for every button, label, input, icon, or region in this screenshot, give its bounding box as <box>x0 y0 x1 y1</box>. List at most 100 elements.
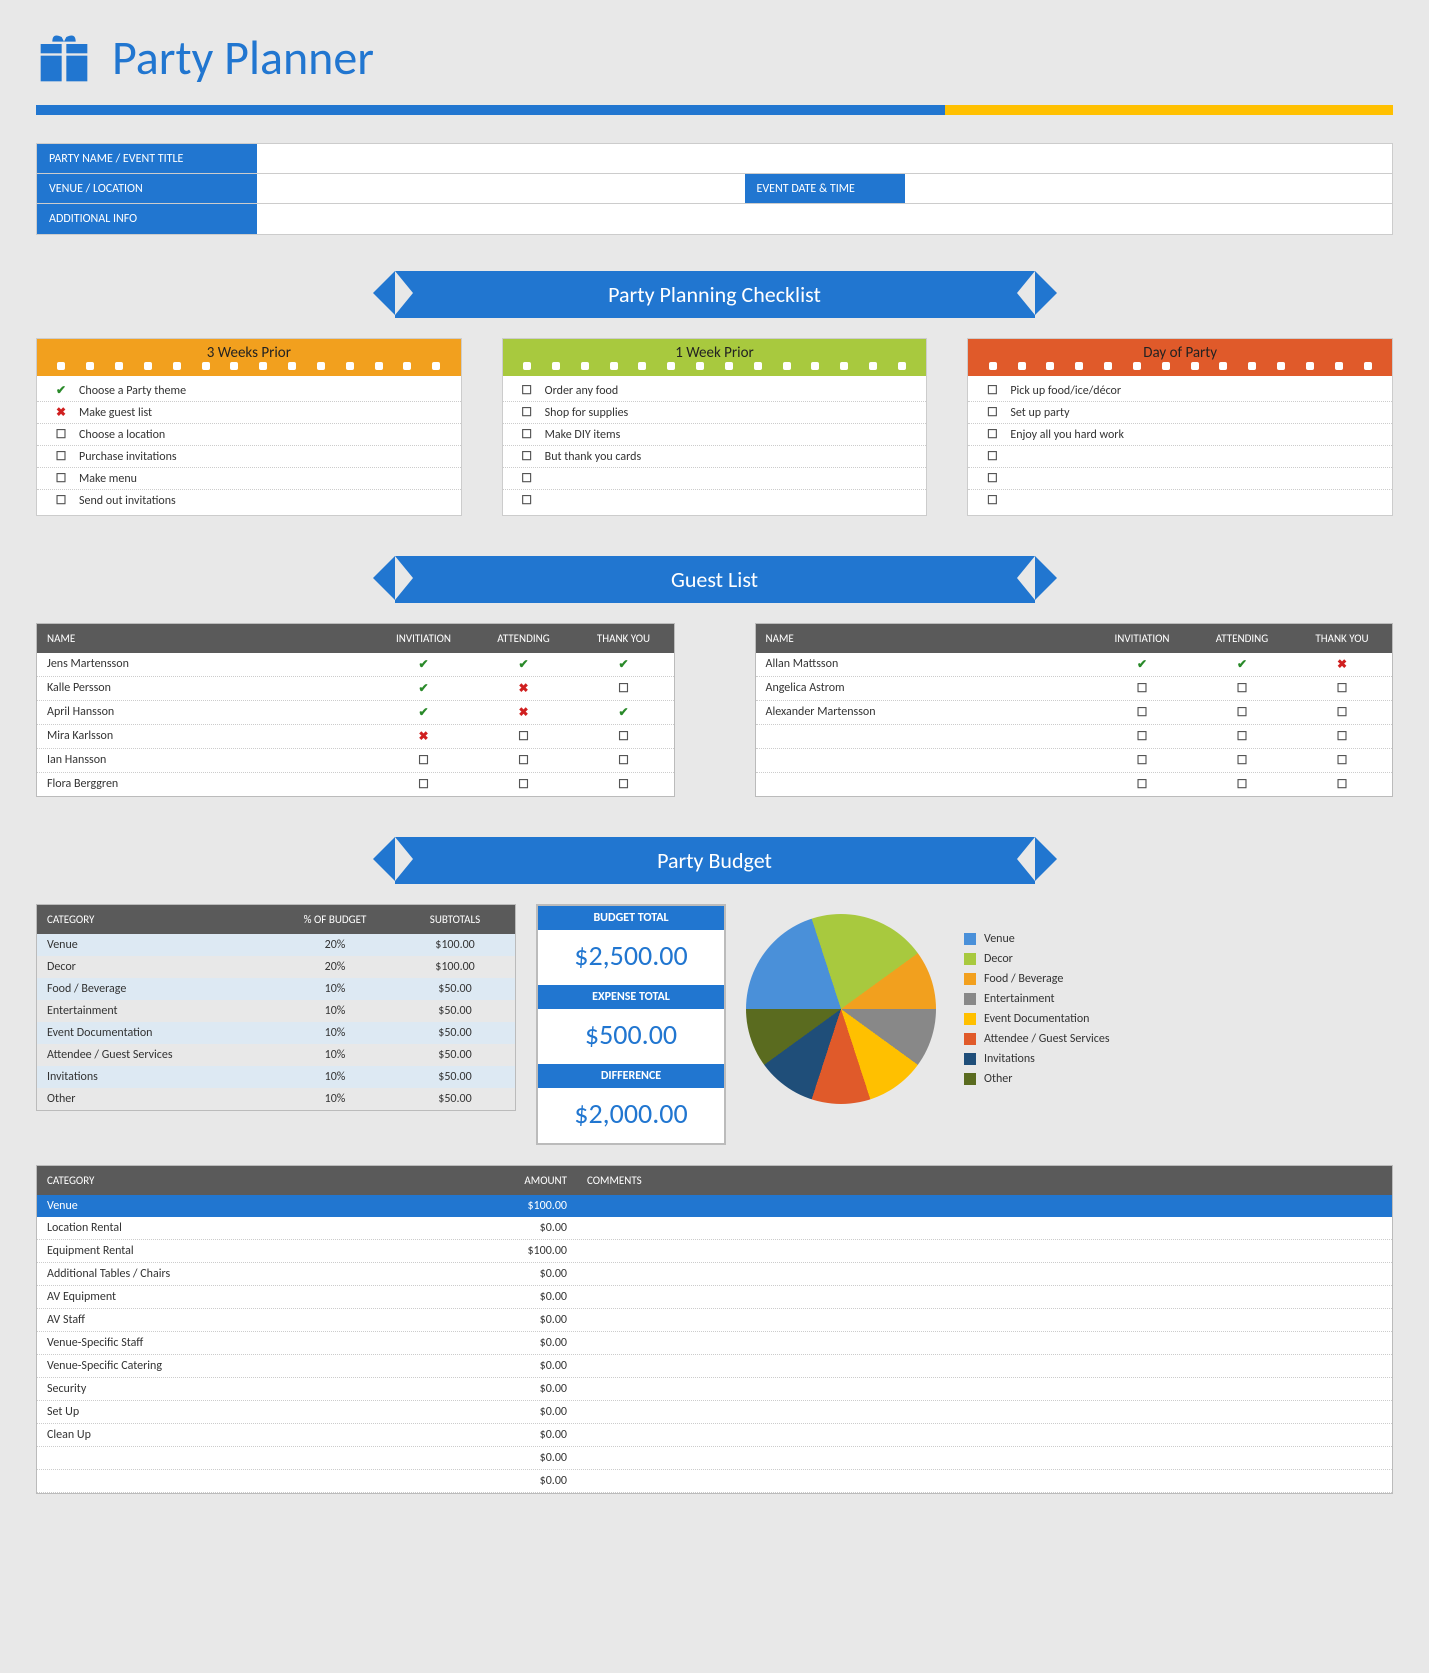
checkbox-icon[interactable] <box>1092 677 1192 700</box>
expense-comment[interactable] <box>577 1355 1392 1377</box>
checkbox-icon[interactable] <box>1192 773 1292 796</box>
budget-cat-name: Food / Beverage <box>37 978 275 1000</box>
checkbox-icon[interactable] <box>1292 725 1392 748</box>
expense-comment[interactable] <box>577 1263 1392 1285</box>
expense-amt: $0.00 <box>457 1424 577 1446</box>
checkbox-icon[interactable] <box>1192 749 1292 772</box>
col-subtotal: SUBTOTALS <box>395 905 515 934</box>
guest-row <box>756 749 1393 773</box>
expense-comment[interactable] <box>577 1401 1392 1423</box>
party-name-field[interactable] <box>257 144 1392 173</box>
guest-table-right: NAME INVITIATION ATTENDING THANK YOU All… <box>755 623 1394 797</box>
expense-amt: $0.00 <box>457 1355 577 1377</box>
checkbox-icon[interactable] <box>982 493 1002 508</box>
additional-field[interactable] <box>257 204 1392 234</box>
checkbox-icon[interactable] <box>1092 749 1192 772</box>
checkbox-icon[interactable] <box>1092 701 1192 724</box>
check-icon: ✔ <box>374 701 474 724</box>
legend-swatch <box>964 1073 976 1085</box>
checkbox-icon[interactable] <box>1292 749 1392 772</box>
checkbox-icon[interactable] <box>574 773 674 796</box>
expense-comment[interactable] <box>577 1332 1392 1354</box>
expense-comment[interactable] <box>577 1217 1392 1239</box>
expense-comment[interactable] <box>577 1424 1392 1446</box>
expense-comment[interactable] <box>577 1470 1392 1492</box>
checkbox-icon[interactable] <box>982 471 1002 486</box>
expense-amt: $0.00 <box>457 1217 577 1239</box>
legend-label: Entertainment <box>984 992 1055 1006</box>
checkbox-icon[interactable] <box>574 677 674 700</box>
budget-cat-row: Attendee / Guest Services 10% $50.00 <box>37 1044 515 1066</box>
guest-row: Mira Karlsson ✖ <box>37 725 674 749</box>
guest-row: April Hansson ✔✖✔ <box>37 701 674 725</box>
checkbox-icon[interactable] <box>51 493 71 508</box>
checkbox-icon[interactable] <box>51 449 71 464</box>
expense-cat: Location Rental <box>37 1217 457 1239</box>
checkbox-icon[interactable] <box>982 427 1002 442</box>
checkbox-icon[interactable] <box>1292 677 1392 700</box>
checklist-row: Send out invitations <box>37 490 461 511</box>
checkbox-icon[interactable] <box>474 773 574 796</box>
checkbox-icon[interactable] <box>982 405 1002 420</box>
checkbox-icon[interactable] <box>474 749 574 772</box>
checkbox-icon[interactable] <box>51 471 71 486</box>
legend-swatch <box>964 973 976 985</box>
checkbox-icon[interactable] <box>1192 725 1292 748</box>
budget-cat-sub: $50.00 <box>395 1044 515 1066</box>
datetime-field[interactable] <box>905 174 1393 203</box>
guest-row: Kalle Persson ✔✖ <box>37 677 674 701</box>
checklist-text: Make guest list <box>71 406 447 420</box>
checkbox-icon[interactable] <box>1192 677 1292 700</box>
expense-comment[interactable] <box>577 1240 1392 1262</box>
budget-cat-row: Venue 20% $100.00 <box>37 934 515 956</box>
info-row-party-name: PARTY NAME / EVENT TITLE <box>37 144 1392 174</box>
venue-field[interactable] <box>257 174 745 203</box>
checkbox-icon[interactable] <box>1292 773 1392 796</box>
expense-comment[interactable] <box>577 1378 1392 1400</box>
budget-category-table: CATEGORY % OF BUDGET SUBTOTALS Venue 20%… <box>36 904 516 1111</box>
gift-icon <box>36 30 92 86</box>
checkbox-icon[interactable] <box>574 725 674 748</box>
checkbox-icon[interactable] <box>1192 701 1292 724</box>
budget-cat-row: Food / Beverage 10% $50.00 <box>37 978 515 1000</box>
checkbox-icon[interactable] <box>374 773 474 796</box>
checkbox-icon[interactable] <box>51 427 71 442</box>
checkbox-icon[interactable] <box>517 383 537 398</box>
col-attending: ATTENDING <box>474 624 574 653</box>
expense-comment[interactable] <box>577 1309 1392 1331</box>
checkbox-icon[interactable] <box>517 427 537 442</box>
checkbox-icon[interactable] <box>1092 725 1192 748</box>
expense-amt: $0.00 <box>457 1332 577 1354</box>
difference-label: DIFFERENCE <box>538 1064 724 1088</box>
checkbox-icon[interactable] <box>982 449 1002 464</box>
guest-name: Flora Berggren <box>37 773 374 796</box>
checklist-text: Set up party <box>1002 406 1378 420</box>
budget-cat-sub: $50.00 <box>395 1066 515 1088</box>
budget-cat-name: Event Documentation <box>37 1022 275 1044</box>
checkbox-icon[interactable] <box>517 493 537 508</box>
expense-comment[interactable] <box>577 1286 1392 1308</box>
legend-row: Attendee / Guest Services <box>964 1032 1110 1046</box>
checklist-text: Send out invitations <box>71 494 447 508</box>
party-name-label: PARTY NAME / EVENT TITLE <box>37 144 257 173</box>
expense-cat: Security <box>37 1378 457 1400</box>
guest-ribbon: Guest List <box>36 556 1393 603</box>
checkbox-icon[interactable] <box>474 725 574 748</box>
checklist-row: Enjoy all you hard work <box>968 424 1392 446</box>
checklist-row: Pick up food/ice/décor <box>968 380 1392 402</box>
legend-row: Decor <box>964 952 1110 966</box>
expense-cat: AV Staff <box>37 1309 457 1331</box>
checkbox-icon[interactable] <box>1292 701 1392 724</box>
checkbox-icon[interactable] <box>517 471 537 486</box>
checkbox-icon[interactable] <box>517 449 537 464</box>
checkbox-icon[interactable] <box>574 749 674 772</box>
checklist-ribbon: Party Planning Checklist <box>36 271 1393 318</box>
checkbox-icon[interactable] <box>374 749 474 772</box>
checkbox-icon[interactable] <box>517 405 537 420</box>
expense-row: Venue-Specific Catering $0.00 <box>37 1355 1392 1378</box>
expense-comment[interactable] <box>577 1447 1392 1469</box>
checkbox-icon[interactable] <box>1092 773 1192 796</box>
checkbox-icon[interactable] <box>982 383 1002 398</box>
expense-cat <box>37 1470 457 1492</box>
guest-row <box>756 773 1393 796</box>
